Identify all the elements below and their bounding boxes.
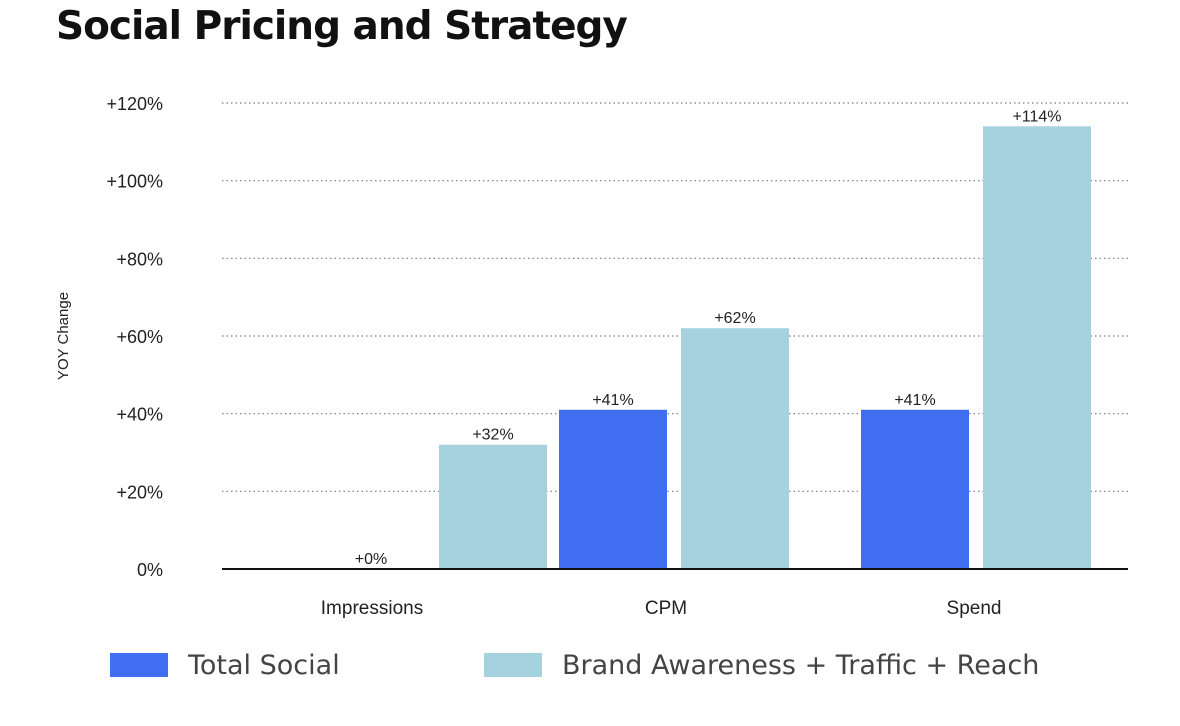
y-tick-label: +20%	[116, 482, 163, 502]
x-tick-label: Impressions	[321, 598, 423, 619]
bar-total-social-spend	[861, 409, 969, 569]
data-label: +41%	[592, 392, 633, 409]
x-tick-label: CPM	[645, 598, 687, 619]
legend-swatch-brand-awareness	[484, 653, 542, 677]
y-axis-label: YOY Change	[55, 292, 72, 380]
legend-label-brand-awareness: Brand Awareness + Traffic + Reach	[562, 649, 1040, 681]
chart-title: Social Pricing and Strategy	[56, 4, 628, 49]
bar-brand-awareness-impressions	[439, 444, 547, 569]
data-label: +32%	[472, 427, 513, 444]
bar-brand-awareness-cpm	[681, 328, 789, 569]
y-tick-label: +40%	[116, 405, 163, 425]
y-tick-label: +100%	[106, 172, 163, 192]
x-tick-label: Spend	[947, 598, 1002, 619]
bar-chart: 0% +20% +40% +60% +80% +100% +120% +0% +41% +41% +…	[55, 94, 1128, 619]
y-tick-label: +60%	[116, 327, 163, 347]
data-label: +114%	[1012, 108, 1061, 125]
bar-brand-awareness-spend	[983, 126, 1091, 570]
y-tick-label: 0%	[137, 560, 163, 580]
legend-item-total-social: Total Social	[110, 645, 340, 685]
data-label: +41%	[894, 392, 935, 409]
bar-total-social-cpm	[559, 409, 667, 569]
legend-label-total-social: Total Social	[188, 649, 340, 681]
y-tick-label: +80%	[116, 249, 163, 269]
legend-item-brand-awareness: Brand Awareness + Traffic + Reach	[484, 645, 1039, 685]
data-label: +0%	[355, 551, 387, 568]
legend-swatch-total-social	[110, 653, 168, 677]
data-label: +62%	[714, 310, 755, 327]
chart-legend: Total Social Brand Awareness + Traffic +…	[0, 645, 1180, 685]
y-tick-label: +120%	[106, 94, 163, 114]
